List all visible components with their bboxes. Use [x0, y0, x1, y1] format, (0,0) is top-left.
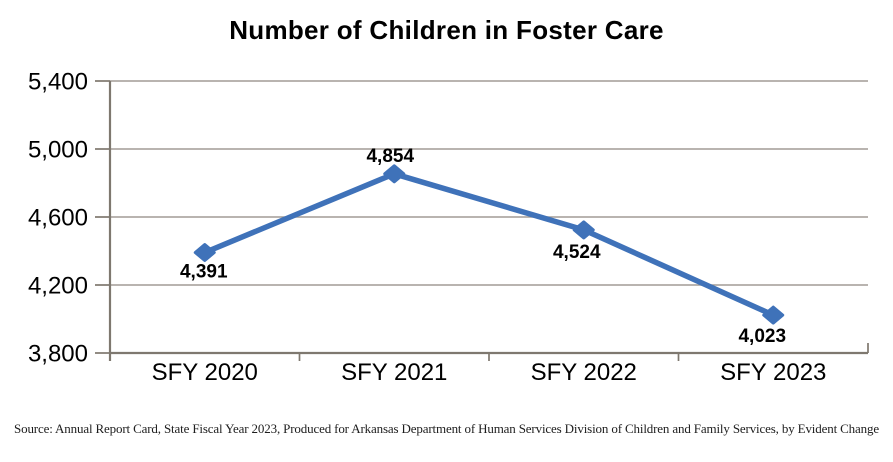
data-point-marker	[762, 305, 785, 325]
source-note: Source: Annual Report Card, State Fiscal…	[14, 421, 879, 436]
data-point-label: 4,854	[366, 146, 414, 167]
chart-title: Number of Children in Foster Care	[229, 15, 664, 45]
x-tick-label: SFY 2021	[341, 359, 447, 386]
data-point-marker	[383, 164, 406, 184]
data-line	[202, 171, 776, 318]
x-tick-label: SFY 2022	[531, 359, 637, 386]
y-tick-label: 5,000	[28, 137, 88, 164]
data-point-label: 4,023	[738, 326, 786, 347]
y-tick-label: 3,800	[28, 341, 88, 368]
data-point-marker	[193, 243, 216, 263]
x-tick-label: SFY 2023	[720, 359, 826, 386]
data-point-label: 4,391	[180, 262, 228, 283]
y-tick-label: 4,200	[28, 273, 88, 300]
data-point-marker	[572, 220, 595, 240]
y-tick-label: 5,400	[28, 69, 88, 96]
data-point-label: 4,524	[553, 242, 601, 263]
x-tick-label: SFY 2020	[152, 359, 258, 386]
y-tick-label: 4,600	[28, 205, 88, 232]
